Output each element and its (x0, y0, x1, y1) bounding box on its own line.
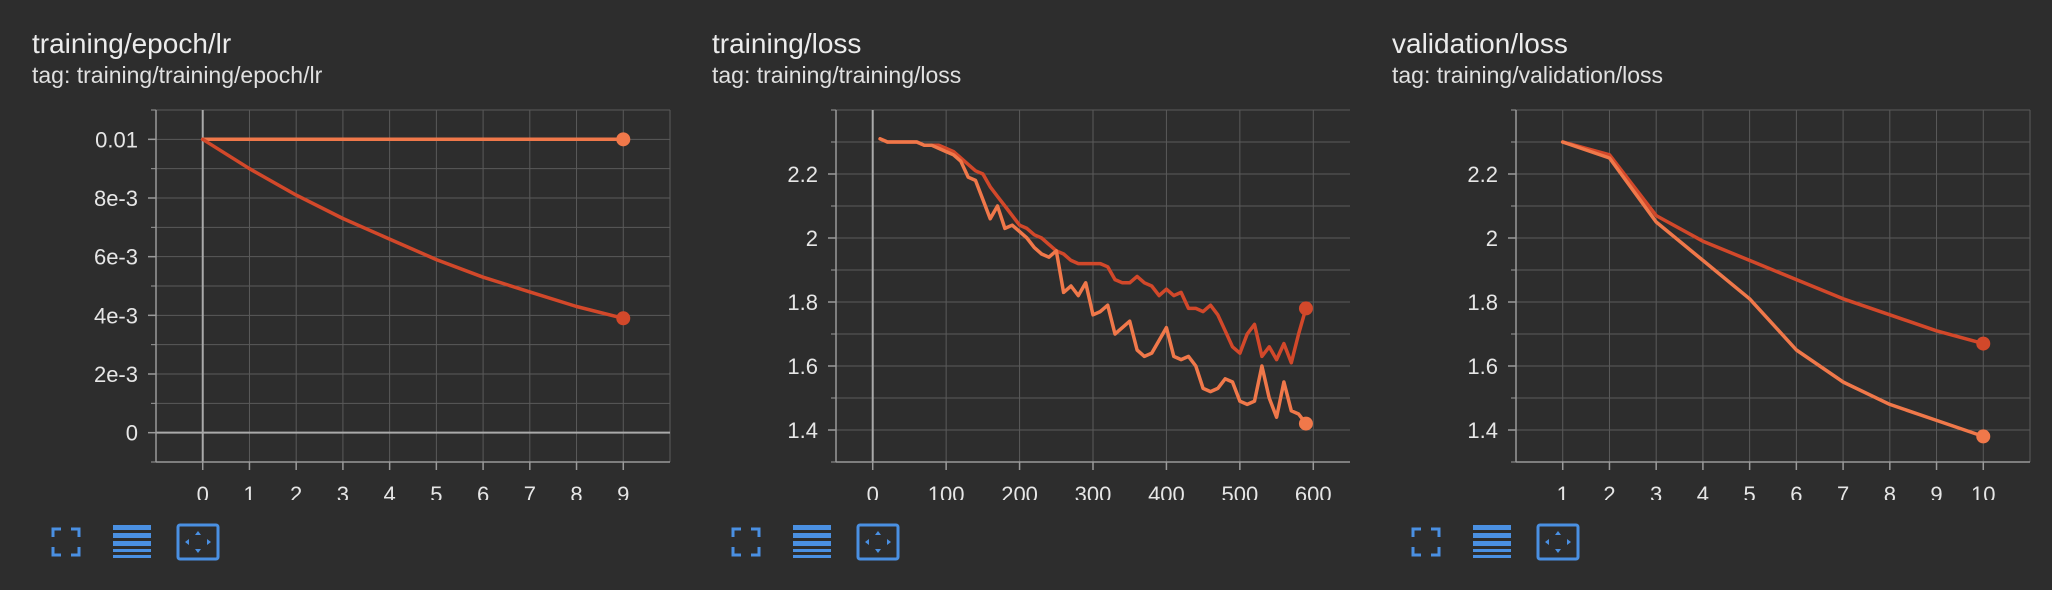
x-tick-label: 5 (430, 482, 442, 500)
card-tag: tag: training/training/epoch/lr (32, 62, 323, 88)
x-tick-label: 400 (1148, 482, 1185, 500)
x-tick-label: 0 (197, 482, 209, 500)
list-icon (113, 525, 151, 558)
fullscreen-button[interactable] (1404, 522, 1448, 562)
series-line (878, 137, 1308, 365)
card-toolbar (44, 520, 220, 564)
card-tag: tag: training/training/loss (712, 62, 962, 88)
y-tick-label: 0.01 (95, 127, 138, 152)
series-line (878, 137, 1308, 426)
chart-plot[interactable]: 0 2e-3 4e-3 6e-3 8e-3 0.01 0 1 2 3 4 5 6 7 8 9 (0, 0, 680, 500)
card-training-loss: training/loss tag: training/training/los… (680, 0, 1360, 590)
x-tick-label: 2 (1603, 482, 1615, 500)
y-tick-label: 1.8 (787, 290, 818, 315)
x-tick-label: 6 (477, 482, 489, 500)
card-tag: tag: training/validation/loss (1392, 62, 1664, 88)
grid (155, 109, 671, 463)
x-tick-label: 4 (384, 482, 396, 500)
x-tick-label: 3 (337, 482, 349, 500)
y-tick-label: 6e-3 (94, 245, 138, 270)
card-toolbar (1404, 520, 1580, 564)
x-tick-label: 9 (617, 482, 629, 500)
x-tick-label: 2 (290, 482, 302, 500)
x-tick-label: 4 (1697, 482, 1709, 500)
grid (1515, 109, 2031, 463)
x-tick-label: 3 (1650, 482, 1662, 500)
y-tick-label: 1.4 (787, 418, 818, 443)
series-end-point (616, 311, 631, 326)
y-tick-label: 1.6 (787, 354, 818, 379)
card-title: training/epoch/lr (32, 28, 232, 59)
series-end-point (1298, 416, 1313, 431)
x-tick-label: 8 (570, 482, 582, 500)
list-icon (793, 525, 831, 558)
chart-plot[interactable]: 1.4 1.6 1.8 2 2.2 0 100 200 300 400 500 600 (680, 0, 1360, 500)
x-tick-label: 200 (1001, 482, 1038, 500)
x-tick-label: 8 (1884, 482, 1896, 500)
fit-domain-icon (856, 523, 900, 561)
card-validation-loss: validation/loss tag: training/validation… (1360, 0, 2040, 590)
x-tick-label: 9 (1930, 482, 1942, 500)
y-tick-label: 1.4 (1467, 418, 1498, 443)
y-tick-label: 2.2 (787, 162, 818, 187)
chart-plot[interactable]: 1.4 1.6 1.8 2 2.2 1 2 3 4 5 6 7 8 9 10 (1360, 0, 2040, 500)
fit-domain-button[interactable] (856, 522, 900, 562)
series-line (1560, 140, 1986, 346)
x-tick-label: 1 (243, 482, 255, 500)
x-tick-label: 100 (928, 482, 965, 500)
series-end-point (616, 132, 631, 147)
x-tick-label: 500 (1221, 482, 1258, 500)
y-tick-label: 2e-3 (94, 362, 138, 387)
y-tick-label: 2 (806, 226, 818, 251)
toggle-log-list-button[interactable] (790, 522, 834, 562)
series-end-point (1976, 336, 1991, 351)
y-tick-label: 4e-3 (94, 303, 138, 328)
x-tick-label: 6 (1790, 482, 1802, 500)
y-tick-label: 8e-3 (94, 186, 138, 211)
fullscreen-button[interactable] (724, 522, 768, 562)
fit-domain-button[interactable] (176, 522, 220, 562)
y-tick-label: 2 (1486, 226, 1498, 251)
toggle-log-list-button[interactable] (1470, 522, 1514, 562)
fullscreen-icon (51, 527, 81, 557)
card-title: training/loss (712, 28, 862, 59)
fit-domain-button[interactable] (1536, 522, 1580, 562)
y-tick-label: 0 (126, 421, 138, 446)
toggle-log-list-button[interactable] (110, 522, 154, 562)
series-end-point (1298, 301, 1313, 316)
fullscreen-icon (731, 527, 761, 557)
card-lr: training/epoch/lr tag: training/training… (0, 0, 680, 590)
y-tick-label: 1.6 (1467, 354, 1498, 379)
x-tick-label: 7 (524, 482, 536, 500)
x-tick-label: 5 (1744, 482, 1756, 500)
y-tick-label: 1.8 (1467, 290, 1498, 315)
card-title: validation/loss (1392, 28, 1568, 59)
y-tick-label: 2.2 (1467, 162, 1498, 187)
x-tick-label: 0 (867, 482, 879, 500)
x-tick-label: 7 (1837, 482, 1849, 500)
fit-domain-icon (176, 523, 220, 561)
fullscreen-icon (1411, 527, 1441, 557)
x-tick-label: 600 (1295, 482, 1332, 500)
card-toolbar (724, 520, 900, 564)
fit-domain-icon (1536, 523, 1580, 561)
series-line (1560, 140, 1986, 439)
x-tick-label: 1 (1557, 482, 1569, 500)
series-line (200, 137, 626, 321)
x-tick-label: 10 (1971, 482, 1995, 500)
x-tick-label: 300 (1075, 482, 1112, 500)
list-icon (1473, 525, 1511, 558)
fullscreen-button[interactable] (44, 522, 88, 562)
series-end-point (1976, 429, 1991, 444)
